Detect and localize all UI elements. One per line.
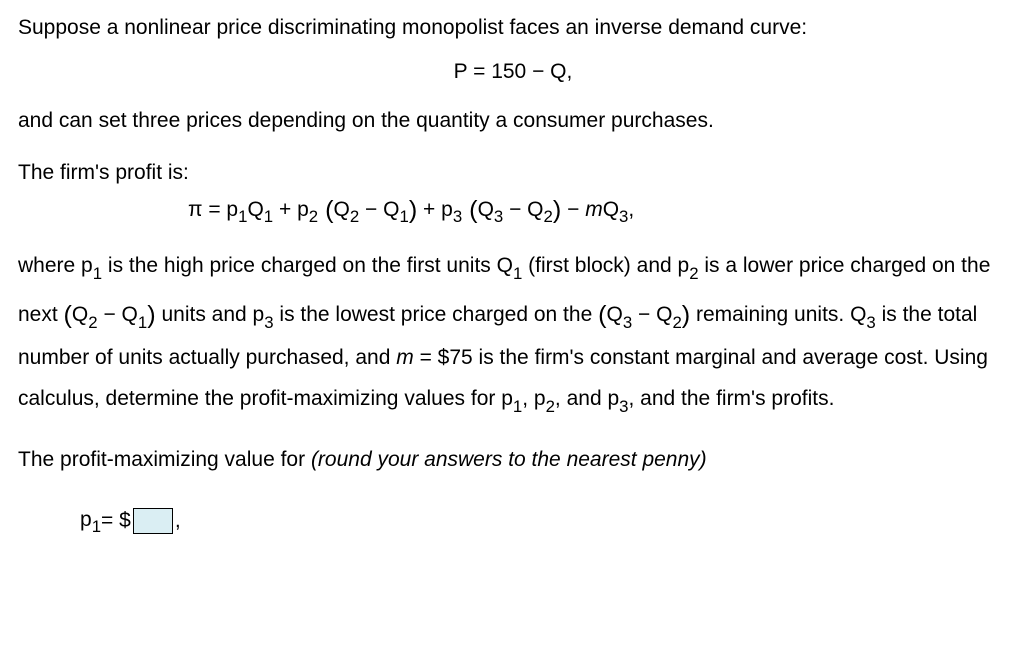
- sub: 3: [619, 207, 628, 226]
- text-part: ): [682, 301, 690, 329]
- answer-variable: p1: [80, 504, 101, 538]
- text-part: , and the firm's profits.: [629, 387, 835, 410]
- sub: 3: [866, 313, 875, 332]
- sub: 3: [453, 207, 462, 226]
- sub: 1: [92, 517, 101, 536]
- text-part: is the lowest price charged on the: [274, 303, 599, 326]
- sub: 3: [619, 397, 628, 416]
- profit-equation: π = p1Q1 + p2 (Q2 − Q1) + p3 (Q3 − Q2) −…: [188, 190, 1008, 228]
- sub: 2: [672, 313, 681, 332]
- eq-part: ): [409, 196, 417, 224]
- eq-part: m: [585, 198, 603, 221]
- sub: 1: [399, 207, 408, 226]
- eq-part: − Q: [359, 198, 399, 221]
- demand-equation: P = 150 − Q,: [18, 56, 1008, 88]
- intro-text: Suppose a nonlinear price discriminating…: [18, 12, 1008, 44]
- sub: 1: [264, 207, 273, 226]
- answer-row: p1 = $ ,: [80, 504, 1008, 538]
- text-part: , and p: [555, 387, 619, 410]
- sub: 2: [689, 264, 698, 283]
- prompt-text: The profit-maximizing value for (round y…: [18, 444, 1008, 476]
- eq-part: Q: [603, 198, 619, 221]
- eq-part: (: [318, 196, 333, 224]
- p1-input[interactable]: [133, 508, 173, 534]
- answer-equals: = $: [101, 505, 131, 537]
- eq-part: −: [561, 198, 585, 221]
- sub: 1: [513, 264, 522, 283]
- eq-part: Q: [247, 198, 263, 221]
- text-part: remaining units. Q: [690, 303, 866, 326]
- sub: 1: [138, 313, 147, 332]
- sub: 2: [546, 397, 555, 416]
- text-part: ): [147, 301, 155, 329]
- eq-part: (: [462, 196, 477, 224]
- sub: 2: [350, 207, 359, 226]
- eq-part: ): [553, 196, 561, 224]
- text-part: , p: [522, 387, 545, 410]
- sub: 1: [93, 264, 102, 283]
- sub: 3: [264, 313, 273, 332]
- eq-part: Q: [478, 198, 494, 221]
- eq-part: ,: [628, 198, 634, 221]
- prompt-part-b: (round your answers to the nearest penny…: [311, 448, 707, 471]
- sub: 3: [623, 313, 632, 332]
- prompt-part-a: The profit-maximizing value for: [18, 448, 311, 471]
- text-part: units and p: [156, 303, 265, 326]
- eq-part: − Q: [503, 198, 543, 221]
- eq-part: Q: [334, 198, 350, 221]
- text-part: Q: [72, 303, 88, 326]
- sub: 1: [513, 397, 522, 416]
- eq-part: + p: [273, 198, 309, 221]
- eq-part: + p: [417, 198, 453, 221]
- sub: 2: [544, 207, 553, 226]
- text-part: (first block) and p: [522, 254, 689, 277]
- profit-label: The firm's profit is:: [18, 157, 1008, 189]
- body-description: where p1 is the high price charged on th…: [18, 246, 1008, 422]
- text-part: m: [396, 346, 414, 369]
- text-part: is the high price charged on the first u…: [102, 254, 513, 277]
- sub: 2: [88, 313, 97, 332]
- text-part: − Q: [98, 303, 138, 326]
- text-part: Q: [606, 303, 622, 326]
- text-part: (: [598, 301, 606, 329]
- text-part: − Q: [632, 303, 672, 326]
- sub: 2: [309, 207, 318, 226]
- sub: 1: [238, 207, 247, 226]
- sub: 3: [494, 207, 503, 226]
- text-part: (: [64, 301, 72, 329]
- text-part: where p: [18, 254, 93, 277]
- answer-comma: ,: [175, 505, 181, 537]
- eq-part: π = p: [188, 198, 238, 221]
- three-prices-text: and can set three prices depending on th…: [18, 105, 1008, 137]
